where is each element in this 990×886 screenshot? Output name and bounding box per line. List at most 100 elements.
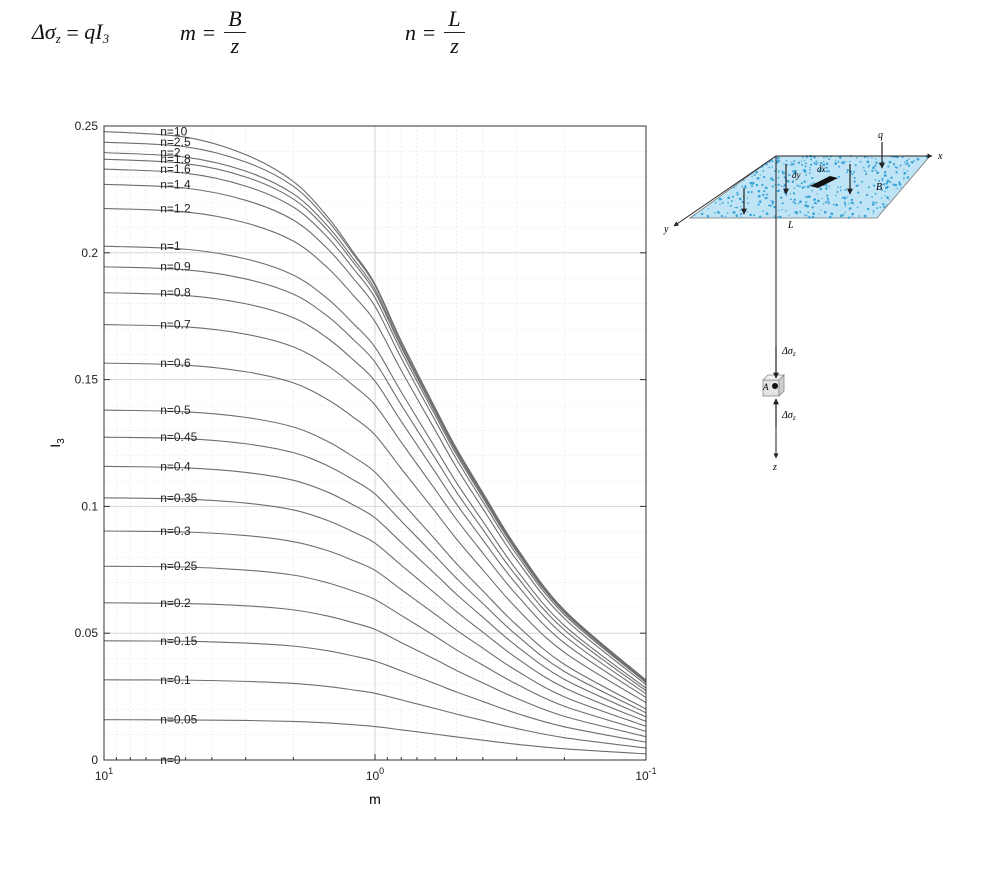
texture-dot [738, 197, 742, 201]
texture-dot [825, 184, 828, 187]
texture-dot [790, 162, 793, 164]
texture-dot [839, 156, 842, 160]
texture-dot [792, 162, 795, 166]
texture-dot [747, 202, 749, 204]
texture-dot [883, 174, 887, 177]
texture-dot [863, 214, 867, 218]
series-label: n=0.5 [160, 403, 191, 417]
texture-dot [847, 216, 851, 219]
texture-dot [892, 183, 895, 186]
texture-dot [804, 204, 808, 207]
texture-dot [863, 169, 866, 172]
texture-dot [769, 204, 772, 207]
texture-dot [843, 196, 846, 199]
texture-dot [873, 203, 876, 205]
formula-bar: Δσz = qI3 m = B z n = L z [0, 0, 560, 80]
texture-dot [714, 201, 717, 204]
texture-dot [797, 161, 801, 164]
texture-dot [739, 209, 742, 211]
texture-dot [882, 202, 885, 206]
texture-dot [842, 196, 844, 198]
chart-ticks: 0 0.05 0.1 0.15 0.2 0.25 101 100 10-1 [75, 119, 657, 783]
texture-dot [706, 215, 710, 218]
y-axis [673, 155, 777, 227]
texture-dot [794, 169, 797, 172]
texture-dot [910, 161, 914, 164]
label-stress-top: Δσz [781, 346, 796, 358]
texture-dot [809, 169, 811, 171]
texture-dot [804, 196, 807, 198]
texture-dot [879, 162, 882, 166]
texture-dot [793, 160, 796, 163]
n-fraction: L z [444, 6, 465, 59]
texture-dot [835, 203, 838, 207]
label-y: y [663, 224, 669, 235]
texture-dot [751, 175, 753, 178]
texture-dot [840, 186, 842, 188]
texture-dot [817, 162, 819, 164]
m-numerator: B [224, 6, 246, 33]
texture-dot [813, 162, 815, 164]
texture-dot [753, 214, 756, 217]
texture-dot [855, 184, 859, 188]
series-label: n=0.1 [160, 673, 191, 687]
texture-dot [872, 210, 875, 212]
texture-dot [781, 208, 783, 211]
n-formula: n = L z [405, 6, 465, 59]
texture-dot [859, 201, 862, 204]
series-label: n=0.45 [160, 430, 197, 444]
texture-dot [751, 181, 755, 185]
texture-dot [825, 162, 829, 165]
texture-dot [758, 200, 762, 204]
texture-dot [808, 216, 811, 219]
texture-dot [878, 180, 881, 182]
texture-dot [825, 170, 828, 173]
texture-dot [801, 156, 804, 158]
texture-dot [819, 164, 822, 166]
series-label: n=10 [160, 125, 187, 139]
texture-dot [848, 208, 850, 210]
texture-dot [800, 160, 803, 163]
point-a-marker [772, 383, 778, 389]
texture-dot [871, 203, 874, 206]
texture-dot [832, 203, 835, 206]
texture-dot [855, 156, 858, 159]
texture-dot [828, 158, 830, 161]
texture-dot [844, 202, 847, 205]
texture-dot [768, 166, 770, 169]
m-formula: m = B z [180, 6, 246, 59]
texture-dot [875, 158, 877, 160]
curve-n-1-2 [103, 207, 647, 686]
texture-dot [795, 212, 798, 215]
series-label: n=0.35 [160, 491, 197, 505]
label-stress-bottom-sub: z [792, 414, 796, 422]
texture-dot [806, 204, 810, 208]
curve-n-0-3 [103, 530, 647, 727]
texture-dot [848, 203, 850, 205]
texture-dot [771, 200, 775, 204]
texture-dot [810, 158, 813, 161]
curve-n-2 [103, 152, 647, 682]
texture-dot [816, 193, 818, 195]
texture-dot [746, 210, 749, 213]
texture-dot [731, 195, 734, 198]
texture-dot [890, 176, 893, 179]
label-stress-bottom: Δσz [781, 410, 796, 422]
texture-dot [785, 210, 787, 212]
stress-lhs: Δσz [32, 19, 61, 46]
texture-dot [875, 161, 878, 165]
texture-dot [851, 215, 853, 217]
texture-dot [883, 183, 886, 186]
label-stress-top-symbol: Δσ [781, 346, 794, 357]
curve-n-0-4 [103, 465, 647, 718]
label-stress-top-sub: z [792, 350, 796, 358]
texture-dot [815, 160, 818, 163]
texture-dot [807, 185, 810, 188]
texture-dot [765, 163, 768, 166]
texture-dot [700, 212, 704, 216]
texture-dot [871, 169, 874, 173]
texture-dot [729, 205, 732, 207]
texture-dot [901, 156, 904, 159]
texture-dot [871, 196, 873, 198]
curve-n-1 [103, 245, 647, 689]
